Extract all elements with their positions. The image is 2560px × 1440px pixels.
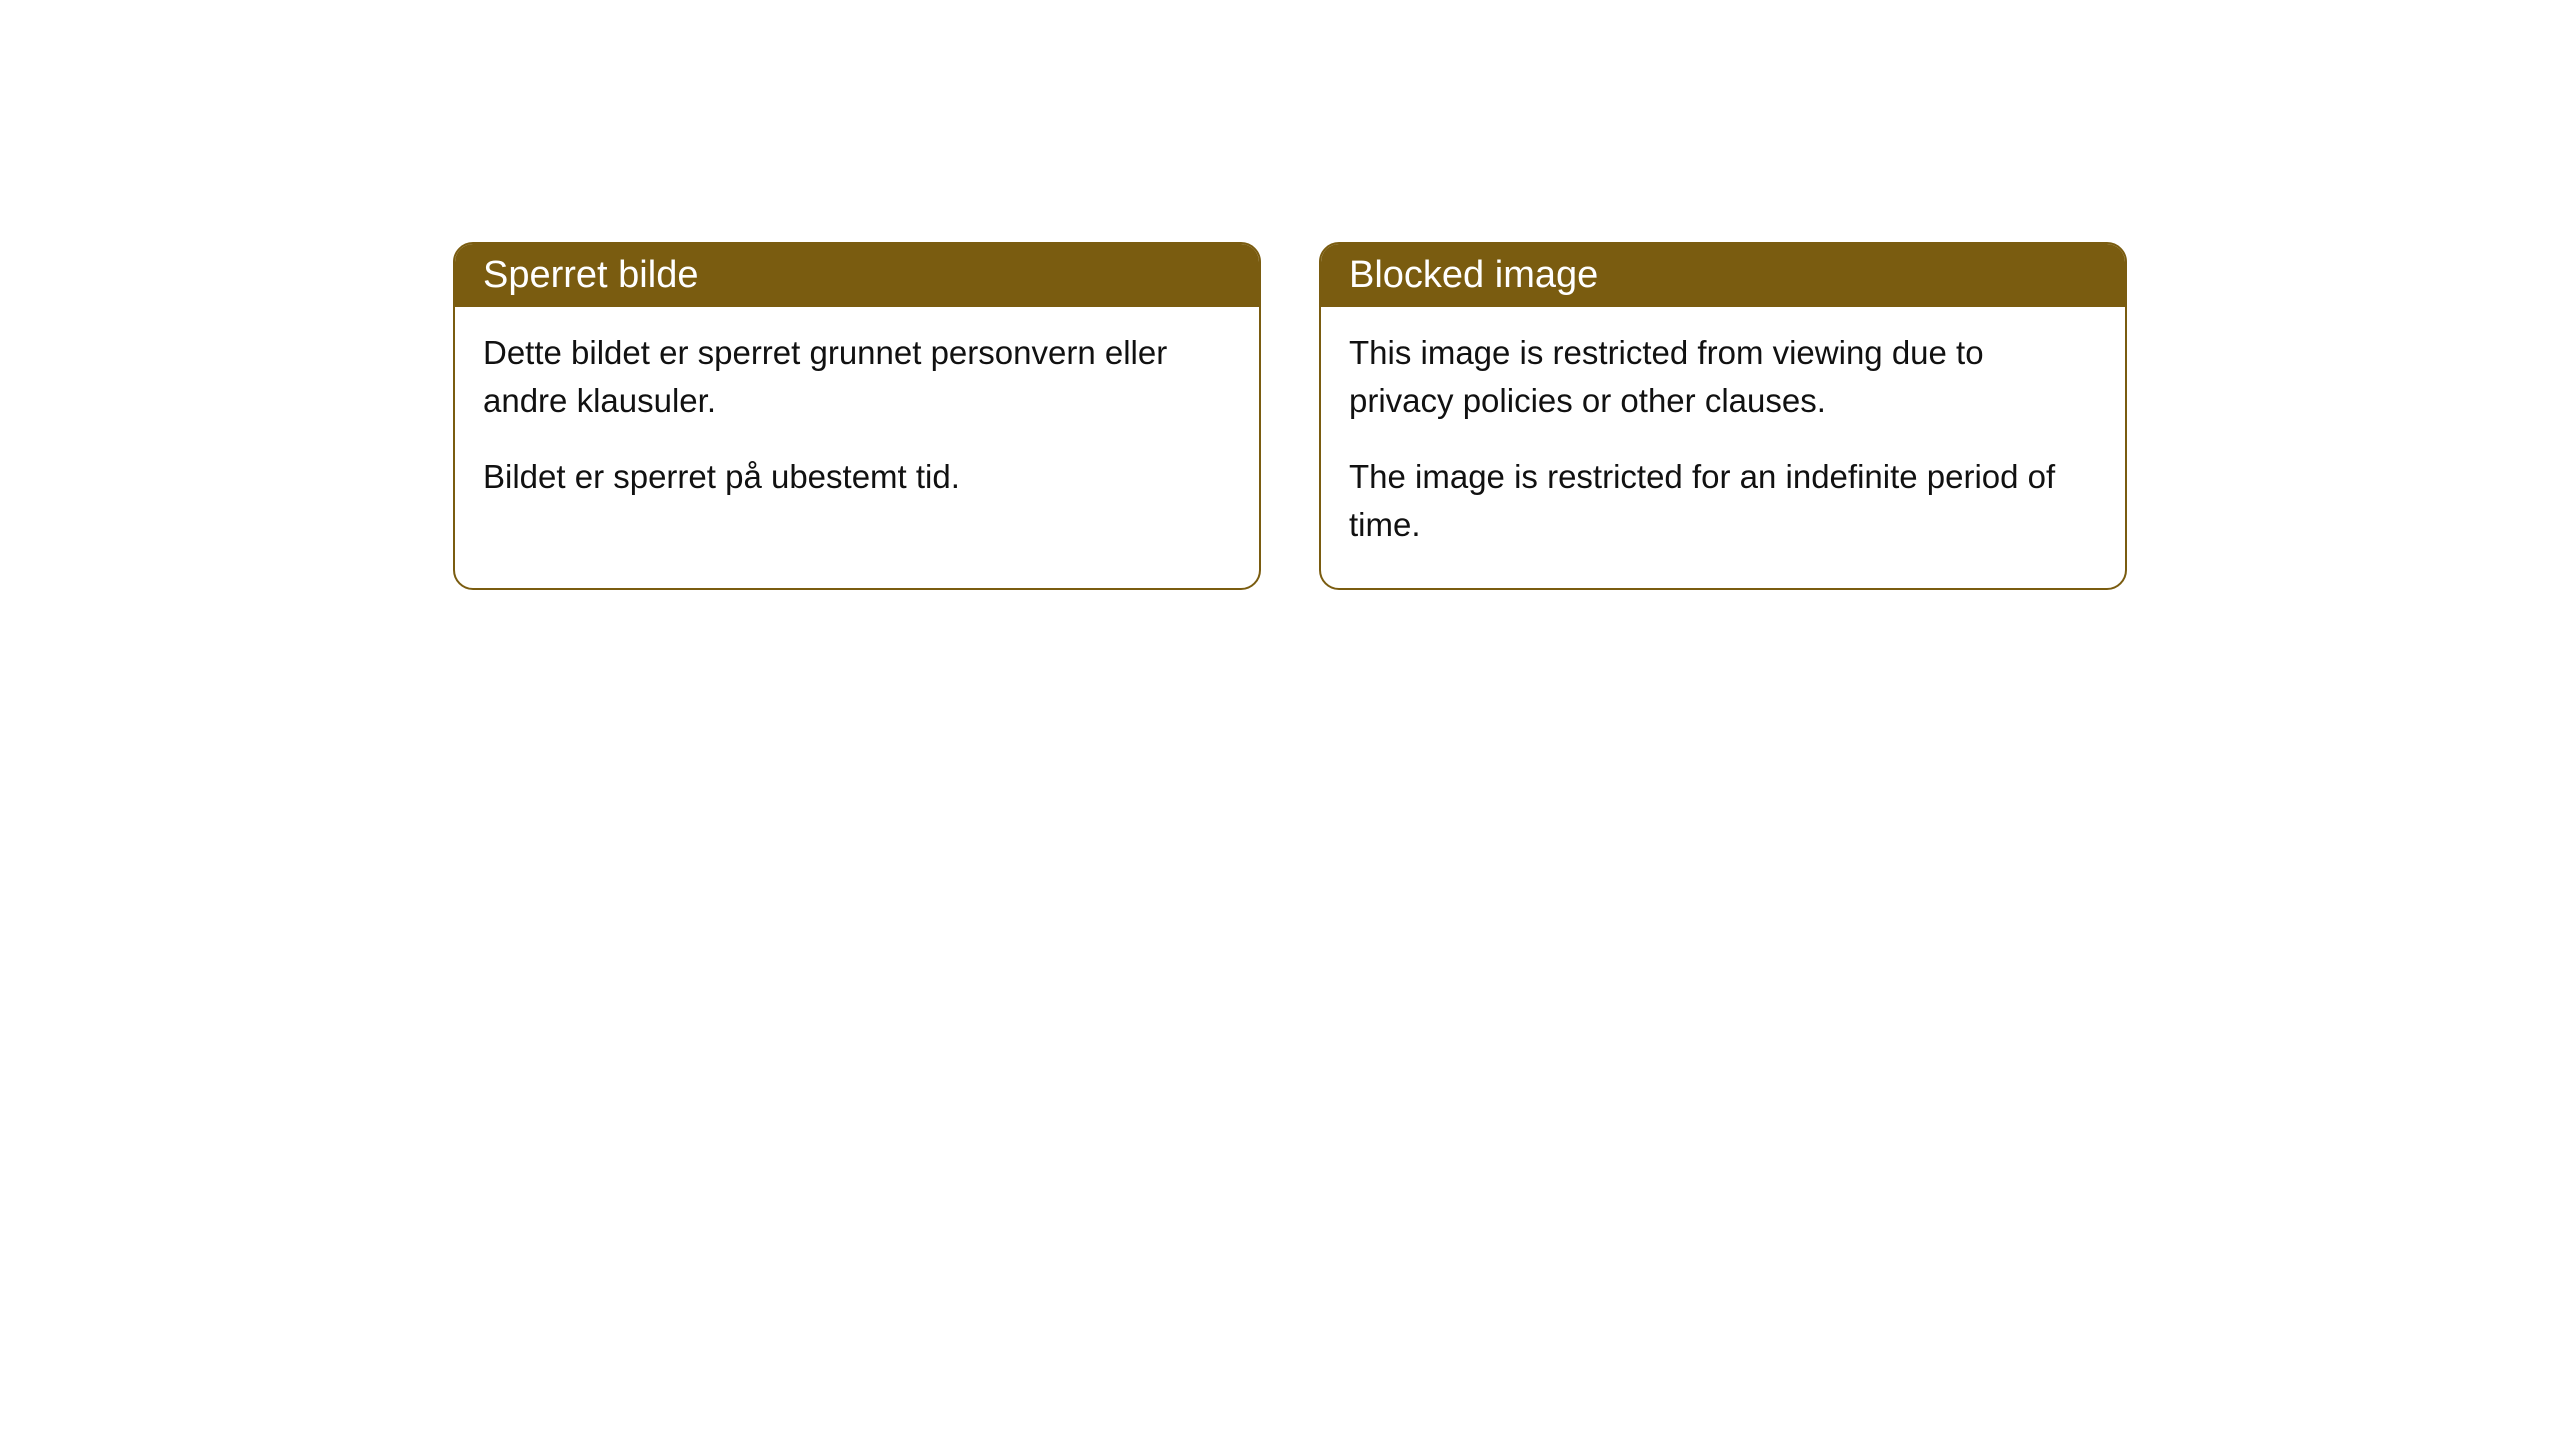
card-paragraph-2-norwegian: Bildet er sperret på ubestemt tid. [483, 453, 1231, 501]
card-paragraph-1-english: This image is restricted from viewing du… [1349, 329, 2097, 425]
blocked-image-card-norwegian: Sperret bilde Dette bildet er sperret gr… [453, 242, 1261, 590]
card-body-norwegian: Dette bildet er sperret grunnet personve… [455, 307, 1259, 541]
card-header-english: Blocked image [1321, 244, 2125, 307]
card-paragraph-2-english: The image is restricted for an indefinit… [1349, 453, 2097, 549]
card-title-english: Blocked image [1349, 254, 1598, 296]
blocked-image-card-english: Blocked image This image is restricted f… [1319, 242, 2127, 590]
card-header-norwegian: Sperret bilde [455, 244, 1259, 307]
card-title-norwegian: Sperret bilde [483, 254, 698, 296]
card-paragraph-1-norwegian: Dette bildet er sperret grunnet personve… [483, 329, 1231, 425]
card-body-english: This image is restricted from viewing du… [1321, 307, 2125, 588]
notice-cards-container: Sperret bilde Dette bildet er sperret gr… [453, 242, 2127, 590]
